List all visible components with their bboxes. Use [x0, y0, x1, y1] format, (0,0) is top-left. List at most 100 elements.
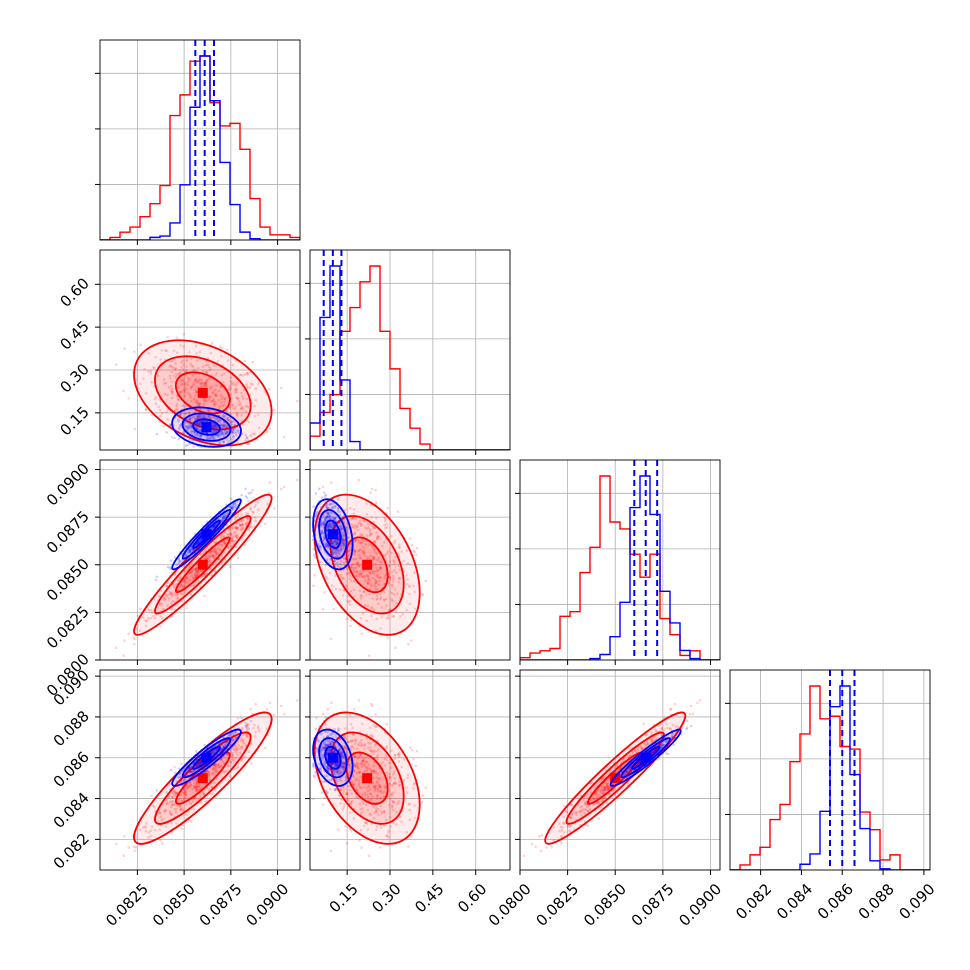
- scatter-point: [166, 581, 170, 585]
- scatter-point: [174, 367, 178, 370]
- scatter-point: [341, 538, 345, 542]
- scatter-point: [375, 598, 378, 601]
- scatter-point: [329, 524, 333, 528]
- scatter-point: [231, 738, 234, 742]
- scatter-point: [213, 364, 216, 368]
- scatter-point: [207, 410, 211, 413]
- scatter-point: [198, 539, 201, 543]
- scatter-point: [349, 723, 353, 726]
- scatter-point: [268, 427, 272, 430]
- scatter-point: [374, 551, 377, 554]
- scatter-point: [188, 417, 192, 421]
- scatter-point: [192, 576, 195, 579]
- scatter-point: [384, 526, 387, 530]
- scatter-point: [157, 595, 161, 599]
- scatter-point: [373, 526, 376, 529]
- scatter-point: [193, 388, 197, 391]
- scatter-point: [241, 757, 244, 761]
- scatter-point: [323, 796, 326, 799]
- scatter-point: [198, 422, 202, 425]
- scatter-point: [352, 562, 355, 566]
- scatter-point: [336, 509, 340, 513]
- scatter-point: [340, 535, 344, 539]
- scatter-point: [349, 740, 353, 743]
- y-tick-label: 0.15: [56, 403, 92, 439]
- scatter-point: [200, 786, 203, 790]
- scatter-point: [225, 431, 229, 434]
- scatter-point: [221, 747, 224, 750]
- scatter-point: [173, 771, 177, 774]
- scatter-point: [186, 417, 190, 421]
- scatter-point: [192, 797, 195, 801]
- scatter-point: [233, 748, 237, 752]
- scatter-point: [347, 571, 351, 575]
- scatter-point: [176, 791, 179, 794]
- scatter-point: [193, 568, 197, 571]
- scatter-point: [321, 539, 325, 542]
- scatter-point: [379, 566, 382, 569]
- scatter-point: [231, 539, 235, 543]
- scatter-point: [193, 785, 196, 788]
- scatter-point: [197, 421, 201, 425]
- scatter-point: [349, 800, 353, 804]
- scatter-point: [272, 507, 276, 510]
- scatter-point: [224, 514, 227, 518]
- scatter-point: [176, 593, 179, 597]
- panel-content: [100, 250, 300, 450]
- scatter-point: [175, 804, 179, 808]
- scatter-point: [242, 742, 246, 745]
- scatter-point: [350, 745, 353, 749]
- scatter-point: [354, 527, 357, 530]
- scatter-point: [127, 846, 130, 849]
- scatter-point: [328, 521, 332, 525]
- scatter-point: [212, 430, 215, 434]
- scatter-point: [180, 806, 184, 810]
- scatter-point: [227, 439, 231, 443]
- scatter-point: [202, 414, 206, 418]
- scatter-point: [229, 497, 233, 500]
- scatter-point: [173, 556, 177, 559]
- scatter-point: [360, 632, 363, 635]
- scatter-point: [327, 524, 331, 528]
- scatter-point: [366, 581, 370, 585]
- scatter-point: [182, 388, 186, 392]
- scatter-point: [231, 752, 234, 755]
- scatter-point: [144, 619, 148, 623]
- scatter-point: [365, 513, 369, 516]
- scatter-point: [355, 771, 359, 775]
- scatter-point: [328, 787, 332, 791]
- scatter-point: [211, 399, 214, 403]
- scatter-point: [335, 541, 339, 545]
- scatter-point: [231, 733, 235, 736]
- scatter-point: [203, 381, 206, 385]
- y-tick-label: 0.45: [56, 317, 92, 353]
- scatter-point: [375, 570, 378, 573]
- scatter-point: [185, 552, 188, 555]
- scatter-point: [351, 517, 355, 520]
- scatter-point: [174, 376, 177, 379]
- scatter-point: [180, 808, 183, 812]
- scatter-point: [175, 791, 179, 795]
- scatter-point: [181, 791, 184, 794]
- scatter-point: [374, 725, 377, 728]
- scatter-point: [369, 746, 373, 749]
- scatter-point: [231, 434, 235, 438]
- scatter-point: [377, 807, 380, 811]
- scatter-point: [372, 805, 376, 809]
- scatter-point: [229, 750, 233, 753]
- scatter-point: [205, 435, 209, 439]
- scatter-point: [235, 414, 239, 417]
- scatter-point: [165, 798, 168, 802]
- scatter-point: [350, 523, 354, 526]
- scatter-point: [168, 566, 172, 569]
- scatter-point: [170, 803, 174, 807]
- scatter-point: [192, 383, 196, 387]
- scatter-point: [365, 557, 369, 561]
- scatter-point: [330, 511, 334, 515]
- scatter-point: [376, 597, 379, 601]
- scatter-point: [234, 731, 237, 735]
- scatter-point: [241, 728, 245, 732]
- scatter-point: [250, 761, 253, 765]
- scatter-point: [376, 587, 379, 591]
- scatter-point: [170, 821, 173, 825]
